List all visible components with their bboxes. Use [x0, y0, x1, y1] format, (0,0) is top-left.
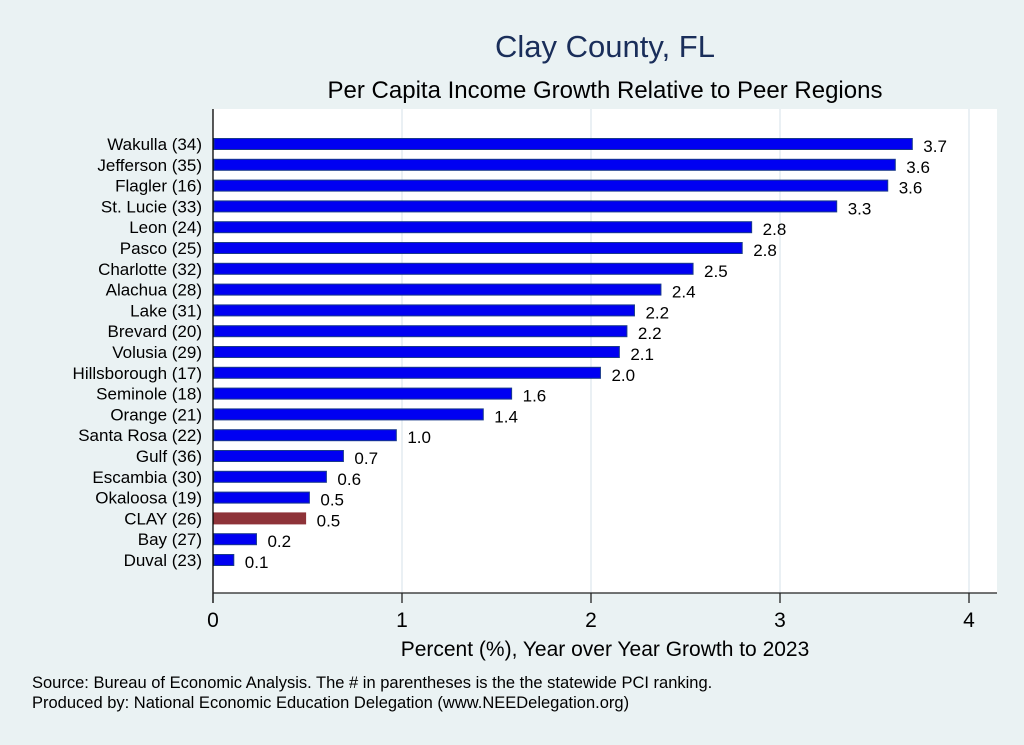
- value-label: 2.8: [763, 220, 787, 239]
- x-tick-label: 4: [963, 609, 975, 632]
- value-labels: 3.73.63.63.32.82.82.52.42.22.22.12.01.61…: [245, 137, 947, 572]
- category-label: Hillsborough (17): [73, 364, 202, 383]
- x-tick-label: 3: [774, 609, 786, 632]
- value-label: 2.4: [672, 283, 696, 302]
- bar: [213, 554, 235, 566]
- value-label: 3.3: [848, 199, 872, 218]
- value-label: 0.5: [317, 511, 341, 530]
- category-label: Jefferson (35): [97, 156, 202, 175]
- value-label: 0.6: [337, 470, 361, 489]
- value-label: 2.5: [704, 262, 728, 281]
- bar: [213, 366, 601, 379]
- bar: [213, 200, 838, 213]
- bar: [213, 179, 889, 192]
- bar: [213, 138, 913, 150]
- x-tick-label: 1: [396, 609, 408, 632]
- category-labels: Wakulla (34) Jefferson (35) Flagler (16)St…: [73, 135, 202, 570]
- bar: [213, 325, 628, 338]
- x-tick-label: 2: [585, 609, 597, 632]
- category-label: Gulf (36): [136, 447, 202, 466]
- bar: [213, 221, 753, 234]
- category-label: Pasco (25): [120, 239, 202, 258]
- bar: [213, 450, 344, 462]
- value-label: 1.4: [494, 407, 518, 426]
- category-label: Escambia (30): [92, 468, 202, 487]
- category-label: Brevard (20): [108, 322, 202, 341]
- category-label: Orange (21): [110, 405, 202, 424]
- category-label: Bay (27): [138, 530, 202, 549]
- bar: [213, 491, 310, 504]
- bar: [213, 304, 635, 317]
- bar: [213, 262, 694, 275]
- bar: [213, 533, 257, 546]
- value-label: 1.0: [407, 428, 431, 447]
- category-label: Okaloosa (19): [95, 489, 202, 508]
- value-label: 1.6: [523, 387, 547, 406]
- bar: [213, 283, 662, 296]
- chart-title: Clay County, FL: [495, 29, 715, 64]
- category-label: CLAY (26): [124, 509, 202, 528]
- category-label: Flagler (16): [115, 177, 202, 196]
- value-label: 2.1: [630, 345, 654, 364]
- value-label: 2.0: [611, 366, 635, 385]
- value-label: 0.2: [267, 532, 291, 551]
- value-label: 2.8: [753, 241, 777, 260]
- category-label: Seminole (18): [96, 385, 202, 404]
- bar: [213, 242, 743, 254]
- category-label: Wakulla (34): [107, 135, 202, 154]
- producer-note: Produced by: National Economic Education…: [32, 694, 629, 712]
- bars: [213, 138, 913, 566]
- bar: [213, 429, 397, 442]
- category-label: Alachua (28): [106, 281, 202, 300]
- chart-subtitle: Per Capita Income Growth Relative to Pee…: [328, 77, 883, 104]
- bar: [213, 158, 896, 171]
- value-label: 0.5: [320, 491, 344, 510]
- x-axis-title: Percent (%), Year over Year Growth to 20…: [401, 638, 810, 661]
- x-tick-label: 0: [207, 609, 219, 632]
- value-label: 2.2: [645, 303, 669, 322]
- category-label: St. Lucie (33): [101, 197, 202, 216]
- category-label: Volusia (29): [112, 343, 202, 362]
- source-note: Source: Bureau of Economic Analysis. The…: [32, 674, 712, 692]
- category-label: Lake (31): [130, 301, 202, 320]
- category-label: Duval (23): [124, 551, 202, 570]
- bar: [213, 408, 484, 421]
- bar: [213, 346, 620, 358]
- value-label: 3.6: [906, 158, 930, 177]
- category-label: Santa Rosa (22): [78, 426, 202, 445]
- value-label: 3.6: [899, 179, 923, 198]
- bar: [213, 470, 327, 483]
- category-label: Charlotte (32): [98, 260, 202, 279]
- value-label: 2.2: [638, 324, 662, 343]
- category-label: Leon (24): [129, 218, 202, 237]
- value-label: 3.7: [923, 137, 947, 156]
- value-label: 0.7: [354, 449, 378, 468]
- bar-highlight: [213, 512, 307, 525]
- x-ticks: 0 1 2 3 4: [207, 593, 975, 632]
- value-label: 0.1: [245, 553, 269, 572]
- bar: [213, 387, 513, 400]
